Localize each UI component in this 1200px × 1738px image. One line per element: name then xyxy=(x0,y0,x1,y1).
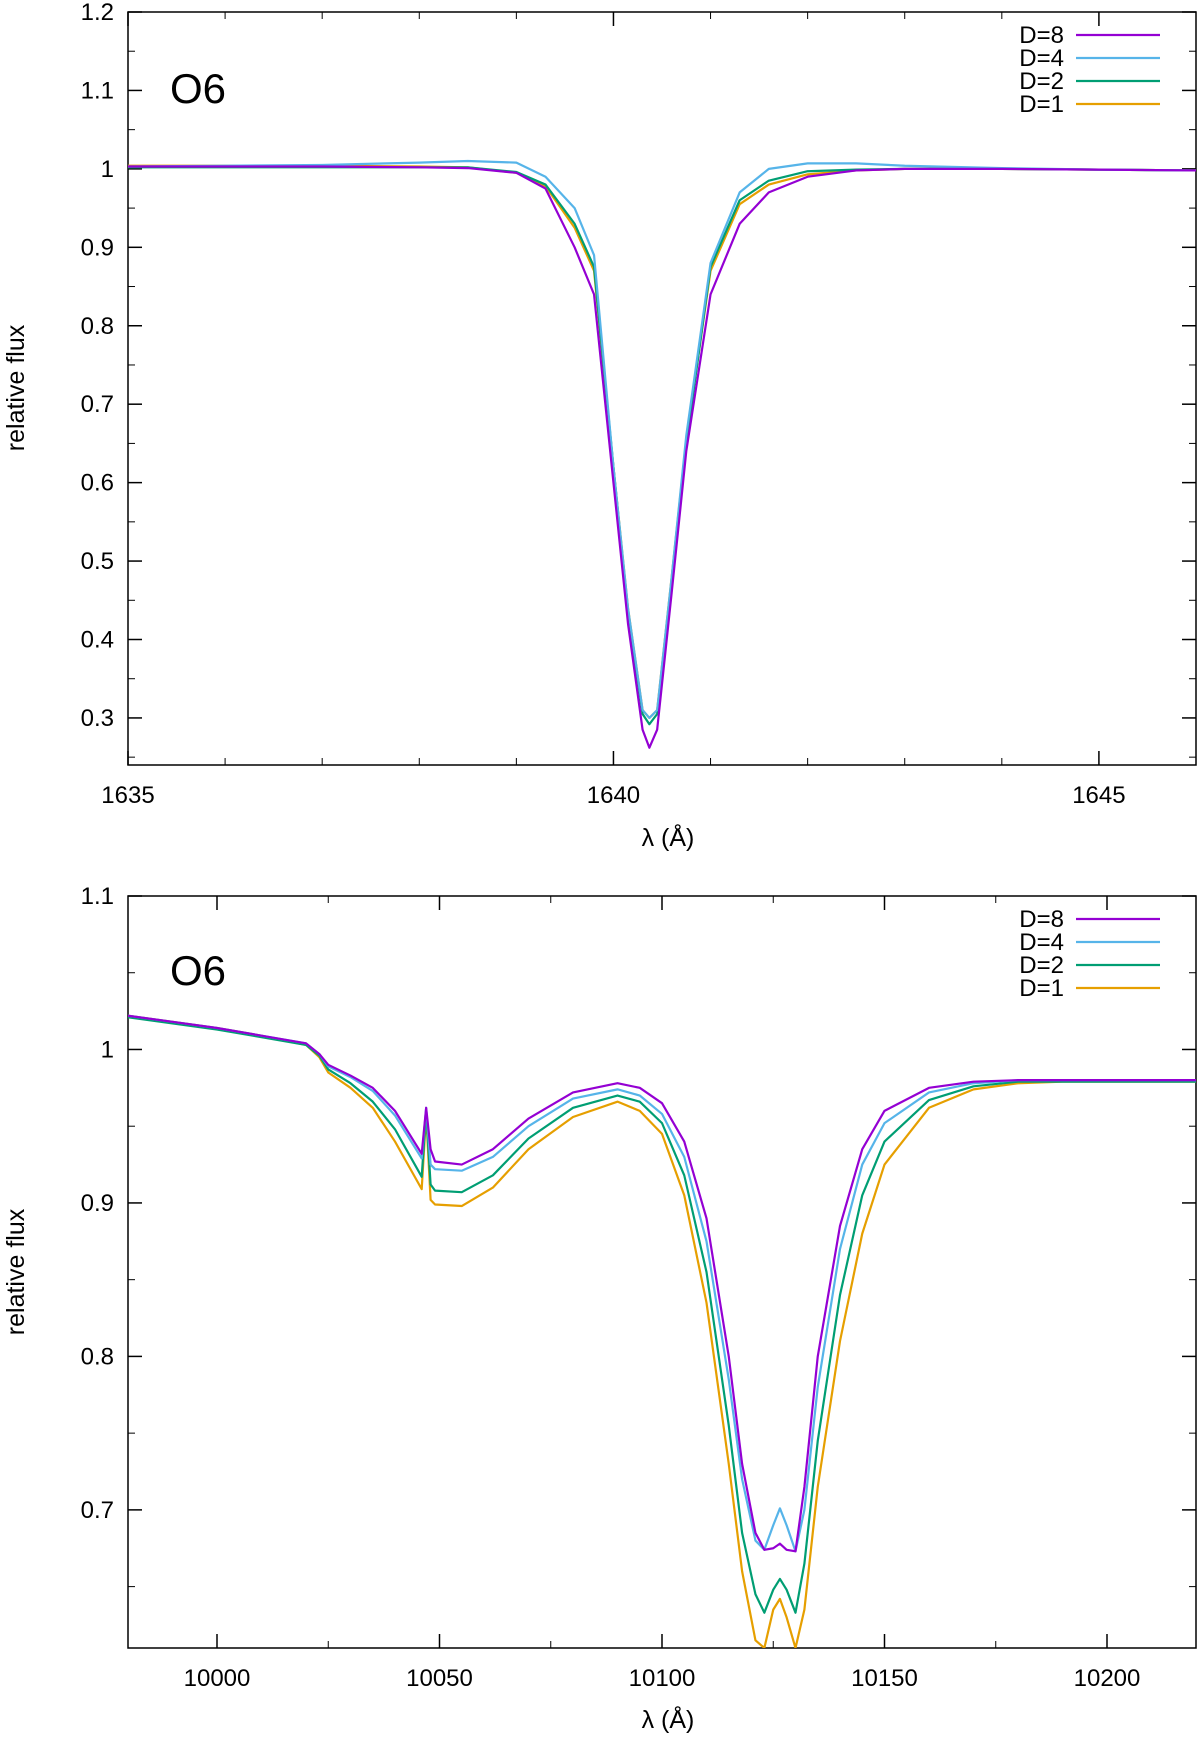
chart-panel-bottom: 0.7 0.8 0.9 1 1.1 10000 10050 10100 10150 10200 re… xyxy=(2,883,1197,1734)
y-tick-label: 0.8 xyxy=(81,313,114,340)
x-tick-label: 10200 xyxy=(1074,1665,1141,1692)
y-tick-label: 0.7 xyxy=(81,391,114,418)
y-tick-label: 0.4 xyxy=(81,627,114,654)
legend-label: D=2 xyxy=(1019,952,1064,979)
legend-label: D=8 xyxy=(1019,906,1064,933)
series-line-d4 xyxy=(128,1014,1196,1553)
y-tick-label: 1 xyxy=(101,1036,114,1063)
x-axis-label: λ (Å) xyxy=(642,822,695,852)
series-line-d1 xyxy=(128,164,1196,720)
y-tick-label: 0.6 xyxy=(81,470,114,497)
y-tick-label: 0.7 xyxy=(81,1497,114,1524)
y-tick-label: 0.9 xyxy=(81,234,114,261)
series-line-d2 xyxy=(128,1016,1196,1614)
plot-frame xyxy=(127,11,1197,766)
legend-label: D=1 xyxy=(1019,91,1064,118)
chart-panel-top: 0.3 0.4 0.5 0.6 0.7 0.8 0.9 1 1.1 1.2 1635 1640 1645… xyxy=(2,0,1197,852)
plot-frame xyxy=(127,895,1197,1649)
x-tick-label: 10050 xyxy=(406,1665,473,1692)
panel-title: O6 xyxy=(170,947,226,994)
y-tick-label: 0.9 xyxy=(81,1190,114,1217)
x-tick-label: 1645 xyxy=(1072,782,1125,809)
legend-label: D=4 xyxy=(1019,929,1064,956)
y-axis-label: relative flux xyxy=(2,324,30,451)
panel-title: O6 xyxy=(170,65,226,112)
y-tick-label: 1.2 xyxy=(81,0,114,26)
x-axis-label: λ (Å) xyxy=(642,1704,695,1734)
legend-label: D=1 xyxy=(1019,975,1064,1002)
y-tick-label: 0.5 xyxy=(81,548,114,575)
series-line-d8 xyxy=(128,165,1196,749)
series-line-d2 xyxy=(128,166,1196,726)
y-axis-label: relative flux xyxy=(2,1208,30,1335)
y-tick-label: 1 xyxy=(101,156,114,183)
y-tick-label: 1.1 xyxy=(81,883,114,910)
x-tick-label: 10150 xyxy=(851,1665,918,1692)
legend-label: D=2 xyxy=(1019,68,1064,95)
series-line-d1 xyxy=(128,1014,1196,1648)
y-tick-label: 0.3 xyxy=(81,705,114,732)
series-line-d4 xyxy=(128,159,1196,720)
x-tick-label: 1640 xyxy=(587,782,640,809)
legend-label: D=8 xyxy=(1019,22,1064,49)
x-tick-label: 10000 xyxy=(184,1665,251,1692)
y-tick-label: 0.8 xyxy=(81,1343,114,1370)
series-line-d8 xyxy=(128,1014,1196,1553)
y-tick-label: 1.1 xyxy=(81,77,114,104)
x-tick-label: 10100 xyxy=(629,1665,696,1692)
legend-label: D=4 xyxy=(1019,45,1064,72)
x-tick-label: 1635 xyxy=(101,782,154,809)
